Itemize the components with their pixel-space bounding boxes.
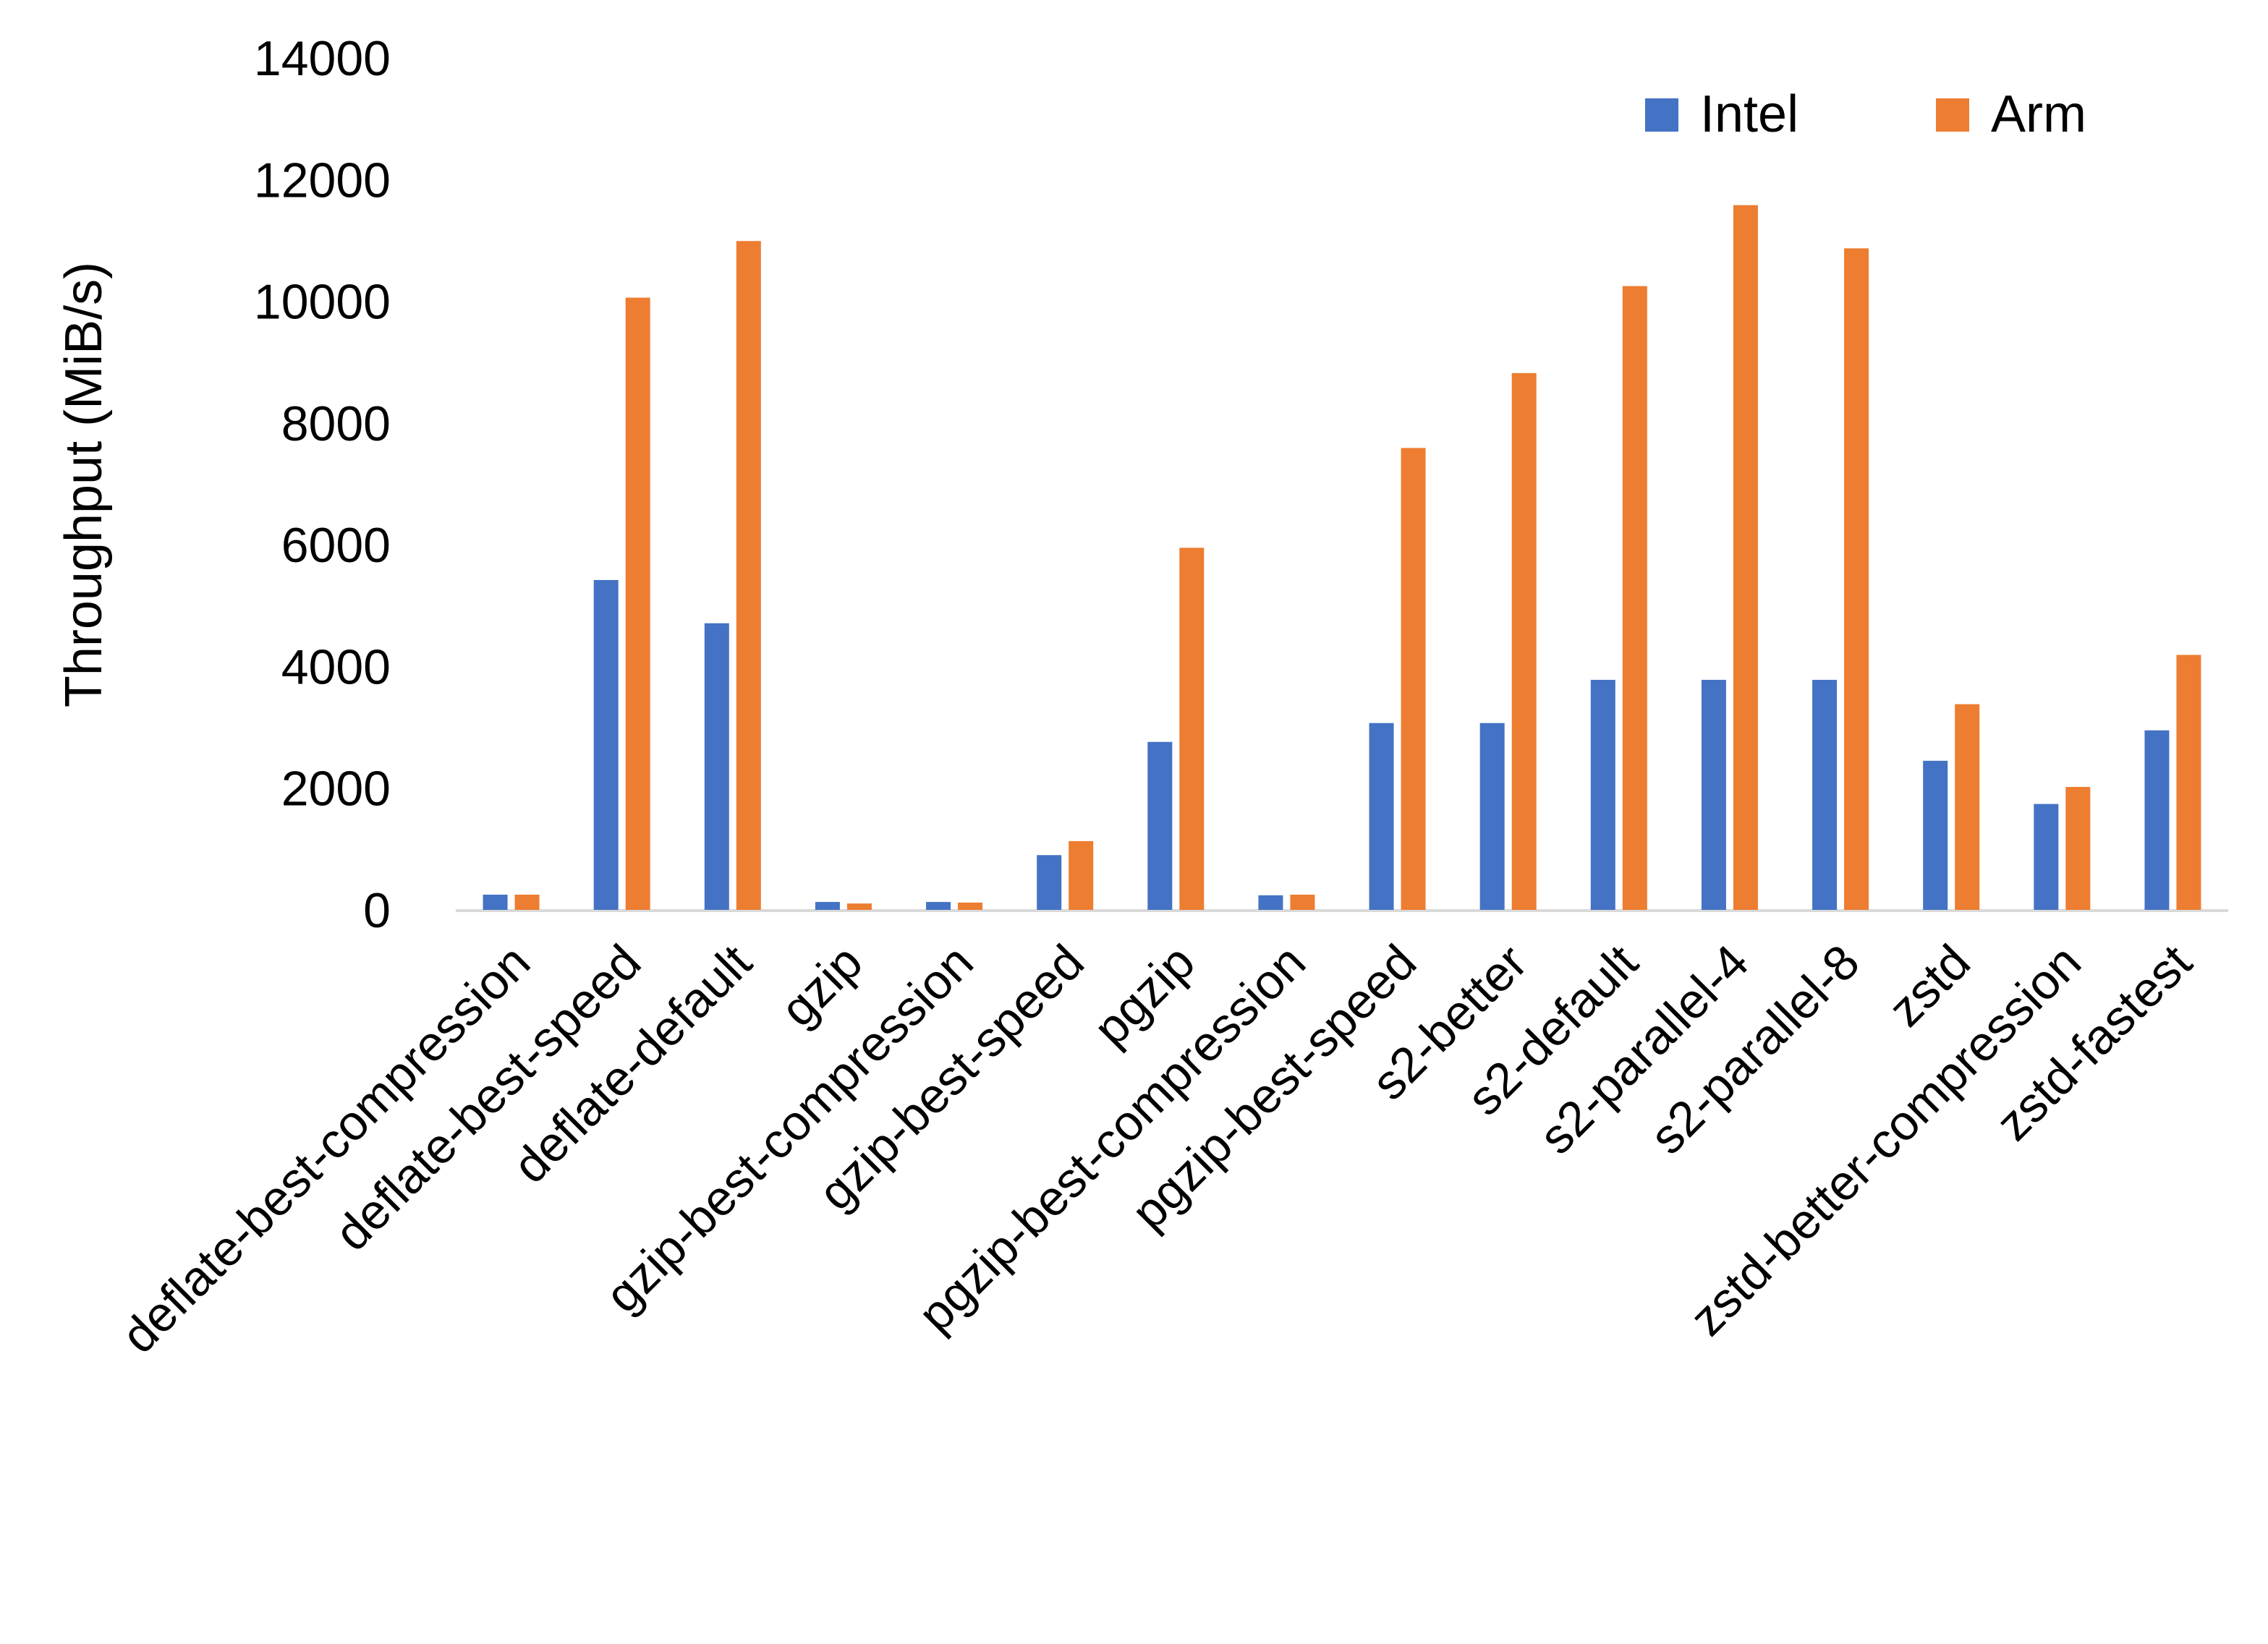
bar-intel-s2-better (1479, 723, 1505, 910)
bar-intel-gzip (815, 902, 840, 910)
bar-arm-s2-parallel-8 (1844, 248, 1869, 910)
bar-intel-gzip-best-compression (926, 902, 951, 910)
y-axis-label: Throughput (MiB/s) (55, 262, 113, 707)
bar-arm-pgzip-best-speed (1401, 448, 1426, 910)
bar-intel-zstd (1923, 760, 1948, 910)
y-tick-label: 4000 (281, 639, 391, 694)
bar-arm-pgzip (1179, 548, 1205, 910)
bar-arm-zstd-fastest (2176, 655, 2201, 910)
bar-arm-pgzip-best-compression (1290, 894, 1315, 910)
legend-label-intel: Intel (1700, 85, 1798, 143)
bar-intel-s2-default (1590, 679, 1615, 910)
bar-arm-gzip (846, 903, 872, 910)
bar-arm-deflate-default (736, 241, 761, 910)
bar-arm-s2-default (1622, 286, 1647, 910)
bar-intel-zstd-better-compression (2034, 804, 2059, 910)
y-tick-label: 8000 (281, 396, 391, 451)
y-tick-label: 14000 (254, 31, 391, 86)
legend-swatch-arm (1936, 98, 1969, 132)
bar-intel-s2-parallel-4 (1701, 679, 1726, 910)
bar-intel-zstd-fastest (2144, 730, 2170, 910)
bar-intel-deflate-default (704, 623, 729, 910)
bar-intel-gzip-best-speed (1037, 855, 1062, 910)
bar-arm-deflate-best-speed (625, 297, 650, 911)
bar-arm-gzip-best-speed (1069, 840, 1094, 910)
bar-intel-pgzip (1147, 741, 1173, 910)
y-tick-label: 6000 (281, 518, 391, 573)
bar-arm-s2-better (1511, 372, 1537, 910)
y-tick-label: 2000 (281, 762, 391, 817)
bar-intel-pgzip-best-speed (1369, 723, 1394, 910)
bar-arm-zstd-better-compression (2065, 787, 2091, 910)
bar-intel-pgzip-best-compression (1258, 895, 1283, 910)
y-tick-label: 0 (363, 883, 391, 938)
legend-label-arm: Arm (1991, 85, 2086, 143)
bar-arm-gzip-best-compression (958, 902, 983, 910)
bar-intel-deflate-best-speed (593, 579, 619, 910)
legend-swatch-intel (1645, 98, 1678, 132)
y-tick-label: 10000 (254, 275, 391, 330)
x-tick-label: deflate-best-compression (111, 934, 541, 1364)
bar-arm-zstd (1955, 704, 1980, 910)
bar-intel-deflate-best-compression (483, 894, 508, 910)
bar-arm-deflate-best-compression (514, 894, 540, 910)
y-tick-label: 12000 (254, 153, 391, 208)
bar-intel-s2-parallel-8 (1812, 679, 1838, 910)
bar-arm-s2-parallel-4 (1733, 205, 1758, 910)
